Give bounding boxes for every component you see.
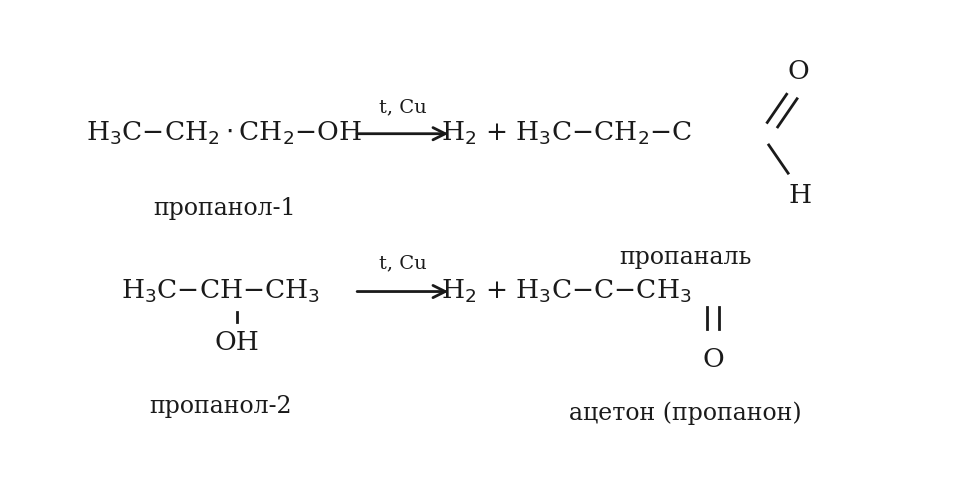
Text: пропанол-1: пропанол-1	[153, 197, 296, 221]
Text: пропанол-2: пропанол-2	[149, 395, 292, 418]
Text: H$_2$ + H$_3$C$-$CH$_2$$-$C: H$_2$ + H$_3$C$-$CH$_2$$-$C	[441, 120, 692, 147]
Text: O: O	[787, 59, 809, 84]
Text: пропаналь: пропаналь	[619, 246, 752, 269]
Text: ацетон (пропанон): ацетон (пропанон)	[569, 402, 802, 426]
Text: O: O	[702, 346, 724, 372]
Text: OH: OH	[214, 330, 259, 355]
Text: H$_3$C$-$CH$-$CH$_3$: H$_3$C$-$CH$-$CH$_3$	[121, 278, 320, 305]
Text: t, Cu: t, Cu	[379, 254, 426, 272]
Text: H$_2$ + H$_3$C$-$C$-$CH$_3$: H$_2$ + H$_3$C$-$C$-$CH$_3$	[441, 278, 692, 305]
Text: t, Cu: t, Cu	[379, 99, 426, 117]
Text: H: H	[788, 183, 811, 208]
Text: H$_3$C$-$CH$_2\cdot$CH$_2$$-$OH: H$_3$C$-$CH$_2\cdot$CH$_2$$-$OH	[86, 120, 362, 147]
